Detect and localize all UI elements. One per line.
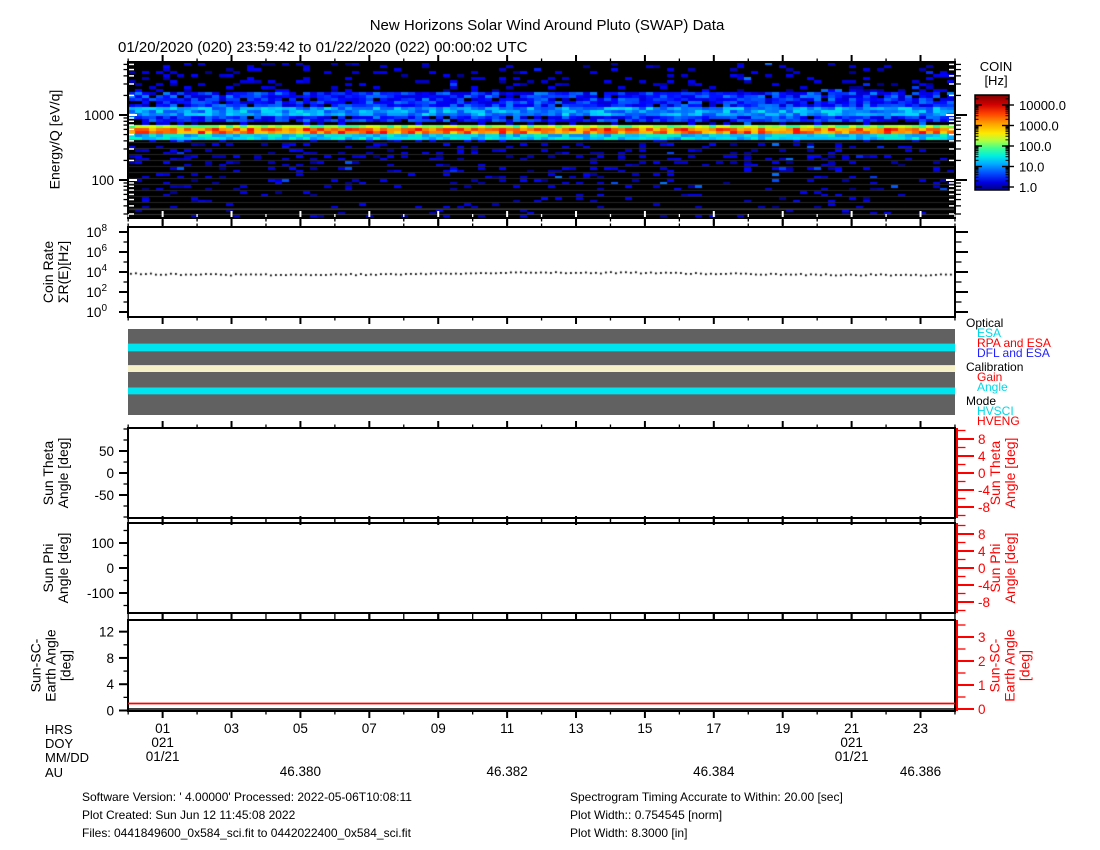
spectrogram-ytick-label: 1000 [84, 108, 114, 123]
spectrogram-frame [127, 61, 956, 219]
angle-ytick-label: 0 [106, 466, 114, 481]
plot-subtitle: 01/20/2020 (020) 23:59:42 to 01/22/2020 … [118, 39, 528, 56]
footer-plot-created: Plot Created: Sun Jun 12 11:45:08 2022 [82, 808, 296, 822]
xaxis-row-au: AU [45, 765, 64, 780]
legend-item: DFL and ESA [977, 346, 1050, 360]
hour-label: 03 [224, 721, 239, 736]
hour-label: 01 [155, 721, 170, 736]
legend-header: Calibration [966, 360, 1023, 374]
au-label: 46.380 [280, 764, 321, 779]
footer-plot-width-in: Plot Width: 8.3000 [in] [570, 826, 688, 840]
legend-item: Angle [977, 380, 1008, 394]
footer-software-version: Software Version: ' 4.00000' Processed: … [82, 790, 412, 804]
red-ytick-label: 4 [978, 544, 986, 559]
au-label: 46.382 [486, 764, 527, 779]
hour-label: 09 [431, 721, 446, 736]
coin-rate-ytick-label: 100 [86, 303, 107, 320]
hour-label: 15 [637, 721, 652, 736]
colorbar-tick-label: 10000.0 [1019, 98, 1066, 113]
angle-ytick-label: 50 [99, 444, 114, 459]
angle-ytick-label: -50 [94, 488, 114, 503]
sun-sc-earth-ylabel: Sun-SC- Earth Angle [deg] [27, 629, 74, 702]
doy-label: 021 [151, 735, 174, 750]
red-ytick-label: 0 [978, 561, 986, 576]
hour-label: 11 [500, 721, 514, 736]
angle-ytick-label: 12 [99, 625, 114, 640]
red-ytick-label: 3 [978, 630, 986, 645]
sun-theta-frame [127, 427, 956, 519]
status-band-calibration [128, 365, 955, 372]
hour-label: 23 [913, 721, 928, 736]
doy-label: 021 [840, 735, 863, 750]
angle-ytick-label: 8 [106, 651, 114, 666]
hour-label: 19 [775, 721, 790, 736]
status-band-optical-esa [128, 343, 955, 352]
legend-item: ESA [977, 326, 1001, 340]
mmdd-label: 01/21 [146, 749, 180, 764]
legend-item: HVSCI [977, 404, 1014, 418]
red-ytick-label: -8 [978, 500, 990, 515]
sun-sc-earth-right-ylabel: Sun-SC- Earth Angle [deg] [986, 629, 1033, 702]
coin-rate-ytick-label: 106 [86, 243, 107, 260]
red-ytick-label: 2 [978, 654, 986, 669]
footer-plot-width-norm: Plot Width:: 0.754545 [norm] [570, 808, 723, 822]
sun-sc-earth-frame [127, 619, 956, 712]
colorbar-tick-label: 10.0 [1019, 160, 1044, 175]
au-label: 46.386 [900, 764, 941, 779]
hour-label: 05 [293, 721, 308, 736]
red-ytick-label: -4 [978, 483, 990, 498]
legend-item: HVENG [977, 414, 1020, 428]
hour-label: 07 [362, 721, 377, 736]
colorbar-tick-label: 100.0 [1019, 139, 1052, 154]
legend-item: RPA and ESA [977, 336, 1051, 350]
status-band-mode-hvsci [128, 387, 955, 395]
mmdd-label: 01/21 [835, 749, 869, 764]
spectrogram-heatmap [128, 62, 955, 218]
red-ytick-label: 8 [978, 527, 986, 542]
coin-rate-ytick-label: 102 [86, 283, 107, 300]
coin-rate-trace [128, 227, 955, 317]
red-ytick-label: -4 [978, 578, 990, 593]
spectrogram-ytick-label: 100 [91, 173, 114, 188]
sun-phi-frame [127, 522, 956, 614]
xaxis-row-doy: DOY [45, 736, 74, 751]
hour-label: 17 [706, 721, 721, 736]
angle-ytick-label: 0 [106, 561, 114, 576]
coin-rate-frame [127, 226, 956, 318]
red-ytick-label: 0 [978, 702, 986, 717]
red-ytick-label: -8 [978, 595, 990, 610]
legend-header: Mode [966, 394, 996, 408]
coin-rate-ytick-label: 108 [86, 223, 107, 240]
footer-files: Files: 0441849600_0x584_sci.fit to 04420… [82, 826, 411, 840]
red-ytick-label: 4 [978, 449, 986, 464]
red-ytick-label: 1 [978, 678, 986, 693]
colorbar-title: COIN [Hz] [979, 59, 1013, 88]
colorbar-tick-label: 1.0 [1019, 180, 1037, 195]
footer-timing: Spectrogram Timing Accurate to Within: 2… [570, 790, 843, 804]
angle-ytick-label: -100 [87, 586, 114, 601]
xaxis-row-hrs: HRS [45, 722, 73, 737]
red-ytick-label: 8 [978, 432, 986, 447]
au-label: 46.384 [693, 764, 735, 779]
xaxis-row-mmdd: MM/DD [45, 750, 90, 765]
hour-label: 13 [569, 721, 584, 736]
colorbar [974, 94, 1010, 191]
angle-ytick-label: 100 [91, 536, 114, 551]
angle-ytick-label: 4 [106, 677, 114, 692]
angle-ytick-label: 0 [106, 704, 114, 719]
legend-header: Optical [966, 316, 1003, 330]
hour-label: 21 [844, 721, 859, 736]
legend-item: Gain [977, 370, 1002, 384]
colorbar-tick-label: 1000.0 [1019, 119, 1059, 134]
coin-rate-ytick-label: 104 [86, 263, 107, 280]
plot-title: New Horizons Solar Wind Around Pluto (SW… [369, 17, 725, 34]
red-ytick-label: 0 [978, 466, 986, 481]
